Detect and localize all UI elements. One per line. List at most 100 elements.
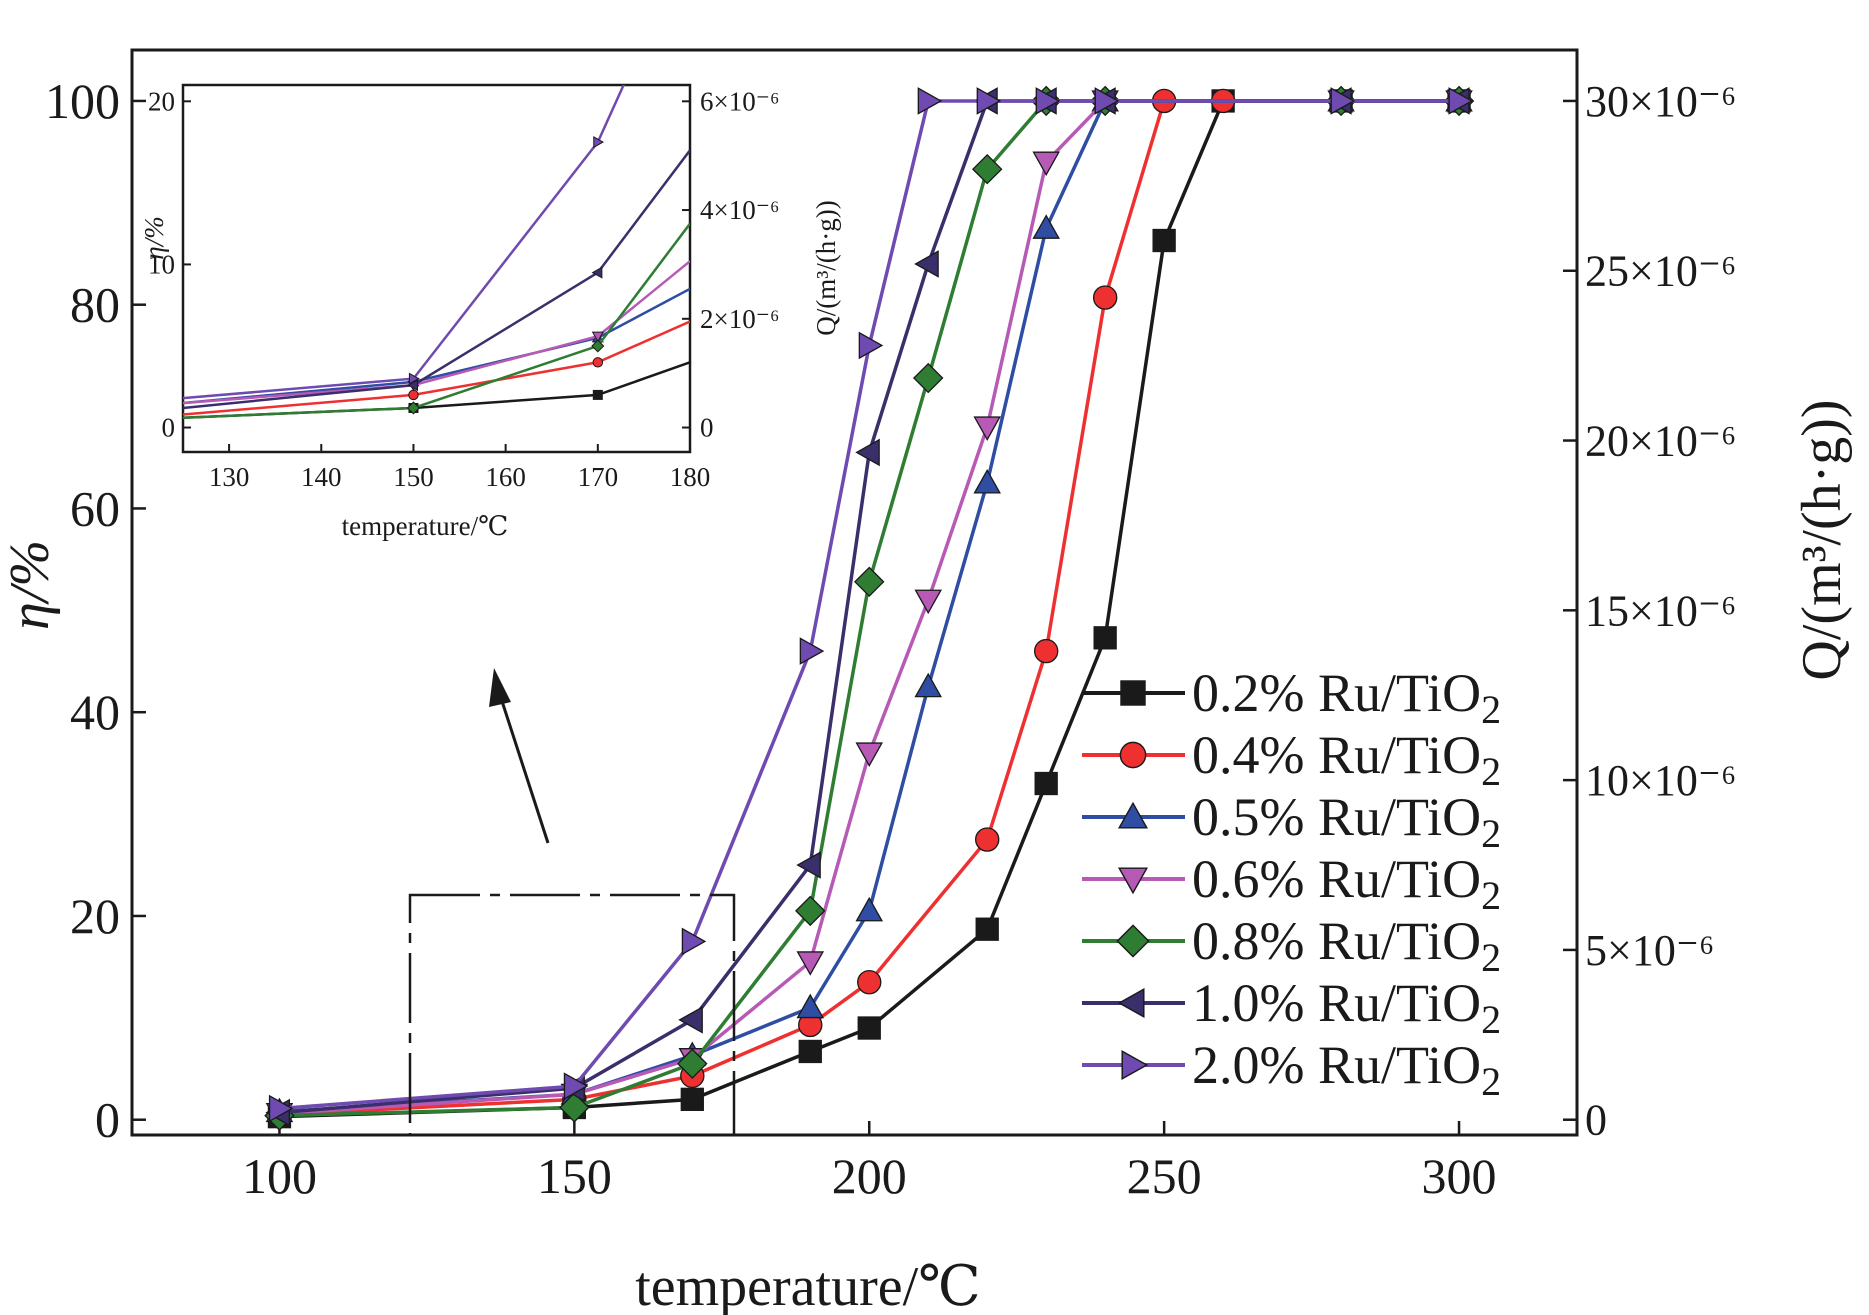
legend-marker (1117, 867, 1149, 895)
legend-entry: 0.5% Ru/TiO2 (1082, 787, 1501, 856)
data-point (559, 1092, 590, 1123)
inset-x-tick-label: 180 (670, 462, 711, 492)
data-point (917, 87, 943, 115)
inset-series-line (183, 260, 690, 405)
data-point (1032, 214, 1060, 239)
legend-marker (1116, 924, 1150, 958)
x-tick-label: 100 (242, 1148, 317, 1204)
inset-series-group (183, 149, 690, 410)
legend-entry: 1.0% Ru/TiO2 (1082, 973, 1501, 1042)
inset-right-axis-title: Q/(m³/(h·g)) (811, 200, 841, 336)
data-point (1033, 638, 1059, 664)
inset-data-point (591, 266, 603, 279)
legend-label: 0.2% Ru/TiO2 (1192, 663, 1501, 732)
legend-label: 0.5% Ru/TiO2 (1192, 787, 1501, 856)
legend-marker (1117, 987, 1145, 1019)
data-point (799, 637, 825, 665)
data-point (974, 827, 1000, 852)
legend-marker (1121, 1049, 1149, 1081)
data-point (795, 895, 826, 927)
data-point (1152, 228, 1176, 253)
y-tick-label: 60 (70, 480, 120, 536)
data-point (857, 1016, 881, 1040)
inset-right-tick-label: 2×10⁻⁶ (700, 304, 779, 334)
x-tick-label: 300 (1422, 1148, 1497, 1204)
data-point (914, 250, 939, 278)
data-point (798, 1039, 822, 1064)
inset-right-tick-label: 4×10⁻⁶ (700, 195, 779, 225)
inset-series-line (183, 85, 626, 400)
inset-x-tick-label: 130 (209, 462, 250, 492)
legend-label: 0.8% Ru/TiO2 (1192, 911, 1501, 980)
y-tick-label: 80 (70, 277, 120, 333)
inset-y-axis-title: η/% (139, 216, 169, 259)
inset-x-tick-label: 170 (578, 462, 619, 492)
data-point (1092, 285, 1118, 310)
data-point (973, 416, 1001, 441)
inset-data-point (592, 389, 603, 400)
x-tick-label: 250 (1127, 1148, 1202, 1204)
data-point (681, 927, 707, 956)
right-tick-label: 0 (1585, 1096, 1607, 1145)
inset-series-line (183, 149, 690, 410)
x-axis-title: temperature/℃ (635, 1256, 981, 1315)
inset-data-point (406, 401, 421, 415)
inset-data-point (591, 331, 604, 343)
right-axis-title: Q/(m³/(h·g)) (1791, 399, 1853, 680)
legend-marker (1117, 801, 1149, 829)
legend-entry: 2.0% Ru/TiO2 (1082, 1035, 1501, 1104)
data-point (796, 851, 821, 879)
right-tick-label: 20×10⁻⁶ (1585, 417, 1736, 466)
legend-label: 1.0% Ru/TiO2 (1192, 973, 1501, 1042)
y-axis-title: η/% (0, 540, 61, 630)
inset-data-point (408, 372, 420, 385)
data-point (971, 153, 1003, 185)
data-point (678, 1006, 703, 1034)
inset-x-axis-title: temperature/℃ (342, 511, 509, 541)
data-point (975, 917, 999, 941)
y-tick-label: 20 (70, 888, 120, 944)
inset-data-point (407, 379, 419, 392)
legend-label: 0.4% Ru/TiO2 (1192, 725, 1501, 794)
inset-right-tick-label: 6×10⁻⁶ (700, 86, 779, 116)
right-tick-label: 25×10⁻⁶ (1585, 247, 1736, 296)
legend-entry: 0.4% Ru/TiO2 (1082, 725, 1501, 794)
inset-series-group (183, 222, 690, 419)
data-point (912, 362, 944, 394)
inset-data-point (592, 357, 604, 368)
legend-entry: 0.8% Ru/TiO2 (1082, 911, 1501, 980)
data-point (973, 468, 1001, 494)
right-tick-label: 15×10⁻⁶ (1585, 586, 1736, 635)
inset-y-tick-label: 0 (162, 413, 176, 443)
data-point (855, 896, 884, 922)
inset-data-point (591, 339, 605, 353)
data-point (1032, 151, 1060, 177)
series-group (268, 87, 1474, 1123)
inset-series-area (183, 85, 690, 419)
data-point (914, 672, 943, 698)
inset-data-point (408, 389, 419, 401)
legend-label: 2.0% Ru/TiO2 (1192, 1035, 1501, 1104)
y-tick-label: 100 (45, 73, 120, 129)
data-point (855, 742, 884, 767)
inset-series-line (183, 222, 690, 419)
data-point (563, 1072, 589, 1100)
x-tick-label: 150 (537, 1148, 612, 1204)
inset-series-group (183, 85, 626, 400)
data-point (677, 1048, 708, 1079)
plot-frame (130, 48, 1579, 1137)
inset-y-tick-label: 10 (148, 249, 175, 279)
data-point (854, 566, 885, 598)
inset-x-tick-label: 150 (393, 462, 434, 492)
data-point (1448, 87, 1474, 115)
legend-marker (1120, 680, 1146, 706)
data-point (1035, 87, 1061, 115)
data-point (855, 438, 880, 467)
right-tick-label: 30×10⁻⁶ (1585, 77, 1736, 126)
x-tick-label: 200 (832, 1148, 907, 1204)
data-point (1094, 87, 1120, 115)
data-point (1034, 771, 1058, 796)
inset-data-point (593, 136, 605, 149)
